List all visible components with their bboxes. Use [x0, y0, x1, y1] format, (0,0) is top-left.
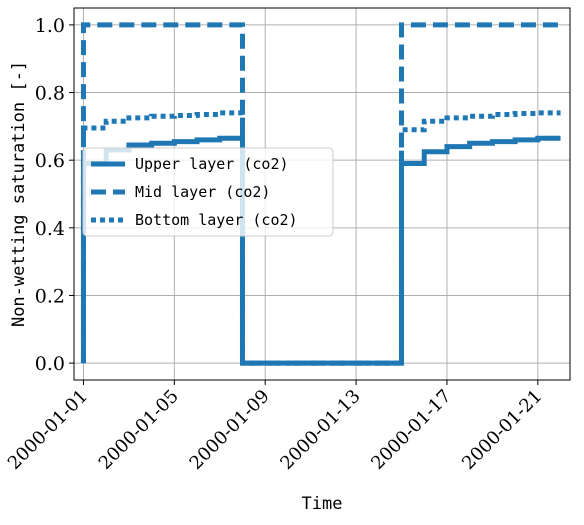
legend-label-1: Upper layer (co2) [135, 155, 289, 173]
series-lines [80, 22, 561, 366]
y-axis-label: Non-wetting saturation [-] [9, 61, 29, 327]
y-tick-label: 0.4 [35, 218, 65, 240]
y-tick-label: 0.0 [35, 353, 65, 375]
legend: Upper layer (co2) Mid layer (co2) Bottom l… [82, 147, 334, 237]
y-tick-label: 1.0 [35, 15, 65, 37]
y-tick-label: 0.2 [35, 285, 65, 307]
plot-frame [73, 7, 571, 381]
y-tick-label: 0.6 [35, 150, 65, 172]
legend-label-2: Mid layer (co2) [135, 183, 270, 201]
legend-label-3: Bottom layer (co2) [135, 211, 298, 229]
series-line-3 [80, 110, 561, 366]
legend-box [82, 147, 334, 237]
series-line-2 [80, 22, 561, 366]
y-tick-label: 0.8 [35, 83, 65, 105]
x-axis-label: Time [302, 494, 343, 514]
